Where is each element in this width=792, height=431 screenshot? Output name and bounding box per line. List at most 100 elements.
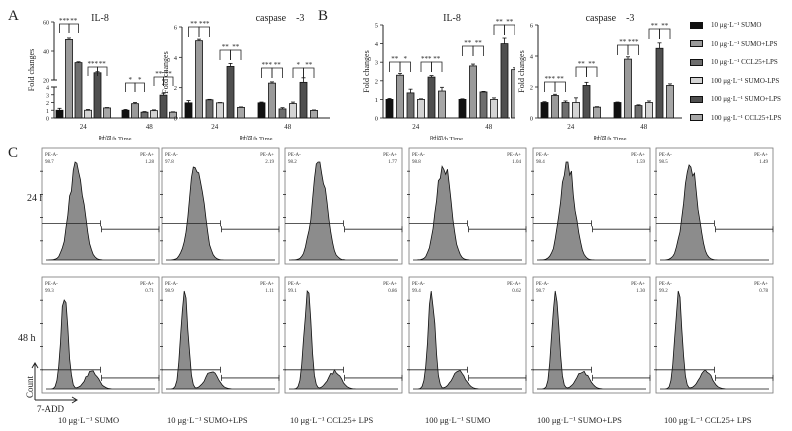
bar xyxy=(226,66,235,119)
bar xyxy=(613,102,622,119)
bar xyxy=(289,103,297,119)
bar xyxy=(655,47,664,119)
bar xyxy=(385,99,394,119)
flow-histogram-panel: PE-A- 99.4 PE-A+ 0.62 xyxy=(407,276,527,394)
gate-label-positive: PE-A+ xyxy=(631,153,645,158)
legend: 10 μg·L⁻¹ SUMO 10 μg·L⁻¹ SUMO+LPS 10 μg·… xyxy=(690,16,792,127)
significance-bracket xyxy=(586,66,598,77)
bar xyxy=(65,39,73,119)
bar xyxy=(490,99,498,119)
y-tick-label: 0 xyxy=(530,116,533,123)
bar xyxy=(195,40,203,119)
legend-swatch xyxy=(690,21,703,29)
significance-label: * xyxy=(404,55,408,63)
gate-label-negative: PE-A- xyxy=(45,282,58,287)
bar xyxy=(150,110,158,119)
gate-value-positive: 1.30 xyxy=(636,289,645,294)
bar xyxy=(205,99,214,119)
y-axis-label: Fold changes xyxy=(362,50,371,92)
gate-value-negative: 97.8 xyxy=(165,160,174,165)
legend-label: 100 μg·L⁻¹ CCL25+LPS xyxy=(711,113,782,122)
column-label: 100 μg·L⁻¹ SUMO xyxy=(425,415,491,425)
x-tick-label: 48 xyxy=(640,123,648,131)
histogram-area xyxy=(660,164,769,261)
gate-value-positive: 1.28 xyxy=(145,160,154,165)
bar xyxy=(666,85,674,119)
y-axis-label: Fold changes xyxy=(517,50,526,92)
column-label: 10 μg·L⁻¹ CCL25+ LPS xyxy=(290,415,374,425)
legend-label: 100 μg·L⁻¹ SUMO-LPS xyxy=(711,76,780,85)
significance-label: ** xyxy=(661,22,669,30)
significance-label: ** xyxy=(619,38,627,46)
panel-letter-b: B xyxy=(318,8,329,24)
panel-letter-a: A xyxy=(8,8,19,24)
gate-value-positive: 0.71 xyxy=(145,289,154,294)
flow-histogram-panel: PE-A- 98.4 PE-A+ 1.59 xyxy=(531,147,651,265)
gate-value-positive: 1.77 xyxy=(388,160,397,165)
significance-bracket xyxy=(303,67,315,78)
gate-value-negative: 98.8 xyxy=(412,160,421,165)
bar xyxy=(84,109,92,119)
y-tick-label: 60 xyxy=(43,21,49,27)
bar xyxy=(551,95,559,119)
histogram-area xyxy=(537,161,646,261)
column-label: 100 μg·L⁻¹ SUMO+LPS xyxy=(537,415,622,425)
x-tick-label: 48 xyxy=(284,123,292,131)
significance-bracket xyxy=(659,28,671,39)
gate-label-positive: PE-A+ xyxy=(507,282,521,287)
y-tick-label: 4 xyxy=(375,41,379,48)
gate-value-positive: 0.78 xyxy=(759,289,768,294)
significance-bracket xyxy=(271,67,283,78)
y-tick-label: 4 xyxy=(46,86,49,92)
gate-value-positive: 0.62 xyxy=(512,289,521,294)
histogram-area xyxy=(46,299,155,390)
significance-bracket xyxy=(431,61,443,72)
significance-bracket xyxy=(59,23,70,33)
significance-bracket xyxy=(163,76,174,86)
bar xyxy=(310,110,318,119)
bar xyxy=(438,90,446,119)
significance-bracket xyxy=(188,26,200,37)
column-label: 10 μg·L⁻¹ SUMO+LPS xyxy=(167,415,248,425)
significance-bracket xyxy=(554,81,566,92)
significance-bracket xyxy=(462,45,474,56)
panel-letter-c: C xyxy=(8,145,19,161)
bar xyxy=(237,106,245,119)
significance-label: ** xyxy=(433,55,441,63)
significance-label: *** xyxy=(628,38,639,46)
bar xyxy=(417,99,425,119)
flow-histogram-panel: PE-A- 98.9 PE-A+ 1.11 xyxy=(160,276,280,394)
y-tick-label: 4 xyxy=(530,54,534,61)
significance-label: ** xyxy=(165,70,173,78)
gate-label-negative: PE-A- xyxy=(659,282,672,287)
gate-label-negative: PE-A- xyxy=(412,282,425,287)
flow-histogram-panel: PE-A- 98.5 PE-A+ 1.49 xyxy=(654,147,774,265)
count-arrow-head xyxy=(31,362,39,369)
gate-value-negative: 98.9 xyxy=(165,289,174,294)
gate-value-positive: 2.19 xyxy=(265,160,274,165)
column-label: 10 μg·L⁻¹ SUMO xyxy=(58,415,120,425)
gate-value-positive: 1.04 xyxy=(512,160,521,165)
gate-label-positive: PE-A+ xyxy=(754,153,768,158)
significance-bracket xyxy=(420,61,432,72)
gate-value-negative: 99.4 xyxy=(412,289,421,294)
significance-bracket xyxy=(399,61,411,72)
y-tick-label: 0 xyxy=(375,116,378,123)
gate-label-positive: PE-A+ xyxy=(507,153,521,158)
significance-label: ** xyxy=(464,39,472,47)
bar xyxy=(140,111,149,119)
significance-label: * xyxy=(129,76,133,84)
row-label-48h: 48 h xyxy=(18,333,36,344)
y-tick-label: 6 xyxy=(530,23,534,30)
significance-label: ** xyxy=(70,17,78,25)
legend-swatch xyxy=(690,95,703,103)
gate-value-positive: 1.11 xyxy=(265,289,274,294)
gate-value-negative: 98.7 xyxy=(45,160,54,165)
seven-add-axis-label: 7-ADD xyxy=(37,404,64,414)
histogram-area xyxy=(413,290,522,390)
bar xyxy=(268,82,276,119)
significance-label: ** xyxy=(99,60,107,68)
gate-label-negative: PE-A- xyxy=(536,153,549,158)
bar xyxy=(469,65,477,119)
significance-bracket xyxy=(261,67,273,78)
